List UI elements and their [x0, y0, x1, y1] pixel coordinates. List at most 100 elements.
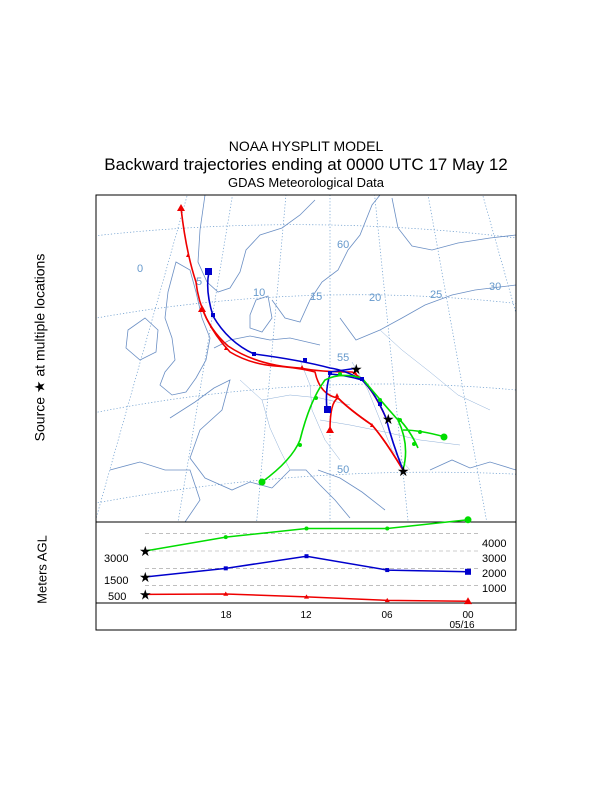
height-point-red — [223, 591, 229, 596]
height-point-blue — [304, 554, 309, 559]
france-coast — [169, 379, 273, 491]
green-marker — [378, 398, 382, 402]
height-series-blue — [144, 555, 469, 578]
trajectory-500-south — [329, 397, 404, 471]
green-marker — [314, 396, 318, 400]
lon-label-0: 0 — [137, 263, 143, 275]
red-marker — [370, 423, 374, 427]
lon-10-line — [256, 195, 287, 522]
red-marker — [326, 426, 334, 433]
model-title: NOAA HYSPLIT MODEL — [228, 138, 384, 154]
trajectory-1500-north — [206, 271, 387, 419]
date-label: 05/16 — [449, 620, 474, 631]
right-tick-1000: 1000 — [482, 583, 506, 595]
height-point-blue — [223, 566, 228, 571]
right-tick-2000: 2000 — [482, 568, 506, 580]
italy-coast — [271, 469, 351, 519]
green-marker — [418, 430, 422, 434]
north-sea-coast — [213, 335, 321, 349]
lon-label-5: 5 — [196, 276, 202, 288]
green-marker — [398, 418, 402, 422]
green-marker — [440, 433, 448, 441]
blue-marker — [303, 358, 307, 362]
right-tick-3000: 3000 — [482, 553, 506, 565]
lat-label-60: 60 — [337, 239, 349, 251]
green-marker — [258, 478, 266, 486]
black-sea-coast — [429, 459, 516, 471]
lat-65-line — [60, 161, 600, 195]
iberia-coast — [109, 461, 201, 522]
height-panel-frame — [95, 521, 517, 631]
height-point-red — [464, 597, 472, 605]
red-marker — [177, 204, 185, 211]
green-marker — [412, 442, 416, 446]
lat-label-50: 50 — [337, 464, 349, 476]
norway-coast — [197, 195, 316, 293]
height-source-star-icon: ★ — [139, 569, 152, 585]
lon-label-25: 25 — [430, 289, 442, 301]
lon-5-line — [177, 195, 233, 522]
height-plot: ★★★ — [96, 516, 516, 605]
blue-marker — [328, 371, 332, 375]
lon-25-line — [427, 195, 488, 522]
grid-labels: 0 5 10 15 20 25 30 60 55 50 — [137, 239, 501, 476]
map-area: 0 5 10 15 20 25 30 60 55 50 — [60, 161, 600, 522]
ireland-coast — [125, 317, 159, 361]
lat-45-line — [96, 471, 516, 504]
data-source-title: GDAS Meteorological Data — [227, 175, 385, 190]
red-marker — [353, 370, 357, 374]
denmark-coast — [249, 295, 273, 333]
lat-50-line — [96, 383, 516, 413]
red-marker — [198, 305, 206, 312]
height-point-red — [304, 594, 309, 599]
source-star-icon: ★ — [382, 411, 395, 427]
blue-marker — [360, 377, 364, 381]
lon-label-30: 30 — [489, 281, 501, 293]
blue-marker — [324, 406, 331, 413]
border-west — [239, 379, 291, 471]
coastlines — [109, 195, 516, 522]
height-point-blue — [385, 568, 390, 573]
lat-label-55: 55 — [337, 352, 349, 364]
time-label-18: 18 — [220, 610, 232, 621]
britain-coast — [159, 261, 211, 396]
left-level-1500: 1500 — [104, 575, 128, 587]
time-axis-labels: 18 12 06 00 05/16 — [220, 610, 475, 631]
height-point-red — [384, 597, 390, 603]
height-panel-labels: 3000 1500 500 4000 3000 2000 1000 — [104, 538, 506, 603]
trajectory-1500-east — [329, 367, 358, 373]
trajectory-500-north — [180, 207, 404, 471]
time-label-12: 12 — [300, 610, 312, 621]
sweden-coast — [271, 195, 381, 323]
adriatic-coast — [317, 469, 386, 511]
red-marker — [300, 365, 304, 369]
red-marker — [224, 346, 228, 350]
height-series-green — [144, 519, 469, 552]
height-source-star-icon: ★ — [139, 543, 152, 559]
height-source-star-icon: ★ — [139, 586, 152, 602]
green-marker — [338, 372, 342, 376]
right-tick-4000: 4000 — [482, 538, 506, 550]
baltic-coast — [339, 284, 516, 341]
lon-label-10: 10 — [253, 287, 265, 299]
trajectory-title: Backward trajectories ending at 0000 UTC… — [104, 155, 508, 174]
country-borders — [239, 329, 491, 471]
red-marker — [186, 253, 190, 257]
time-label-06: 06 — [381, 610, 393, 621]
lon-label-15: 15 — [310, 291, 322, 303]
trajectories — [180, 207, 446, 483]
height-point-blue — [465, 568, 471, 575]
green-marker — [298, 443, 302, 447]
blue-marker — [378, 402, 382, 406]
border-south — [319, 419, 461, 446]
blue-marker — [252, 352, 256, 356]
source-star-icon: ★ — [397, 463, 410, 479]
trajectory-markers — [177, 204, 448, 486]
time-label-00: 00 — [462, 610, 474, 621]
border-northeast — [379, 329, 491, 411]
red-marker — [335, 393, 339, 397]
source-markers: ★ ★ ★ — [350, 361, 410, 479]
height-point-green — [464, 516, 472, 524]
height-point-green — [385, 526, 390, 531]
